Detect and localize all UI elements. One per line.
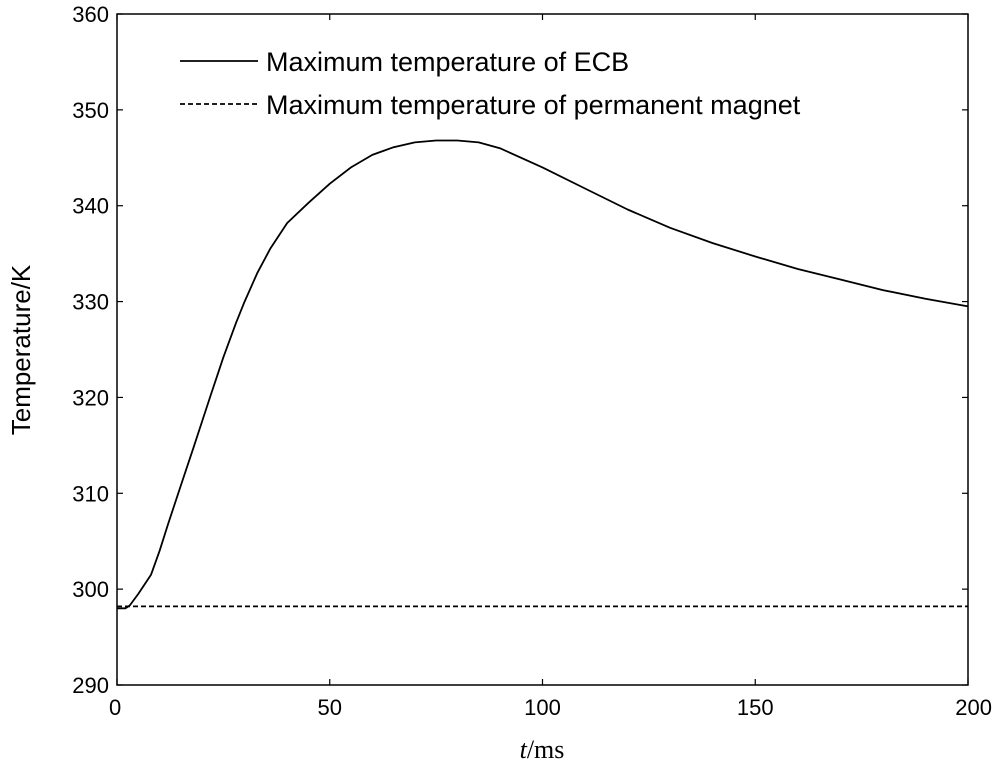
x-axis: 0 50 100 150 200 [109, 14, 992, 720]
y-tick-label: 340 [72, 194, 109, 219]
x-tick-label: 150 [737, 695, 774, 720]
y-tick-label: 290 [72, 673, 109, 698]
legend-label-ecb: Maximum temperature of ECB [266, 47, 629, 77]
x-axis-label-unit: /ms [527, 735, 565, 764]
y-tick-label: 300 [72, 577, 109, 602]
series-line-ecb [117, 139, 969, 610]
series-group [117, 139, 969, 610]
x-axis-label: t/ms [520, 735, 565, 764]
y-tick-label: 320 [72, 385, 109, 410]
legend: Maximum temperature of ECB Maximum tempe… [180, 47, 801, 120]
x-tick-label: 100 [524, 695, 561, 720]
x-axis-label-italic: t [520, 735, 528, 764]
legend-label-magnet: Maximum temperature of permanent magnet [266, 90, 801, 120]
y-tick-label: 310 [72, 481, 109, 506]
plot-area [116, 13, 969, 686]
x-tick-label: 50 [318, 695, 342, 720]
y-axis-label: Temperature/K [6, 264, 36, 435]
y-tick-label: 350 [72, 98, 109, 123]
x-tick-label: 0 [109, 695, 121, 720]
y-tick-label: 330 [72, 290, 109, 315]
x-tick-label: 200 [955, 695, 992, 720]
y-axis: 290 300 310 320 330 340 350 360 [72, 2, 968, 698]
y-tick-label: 360 [72, 2, 109, 27]
